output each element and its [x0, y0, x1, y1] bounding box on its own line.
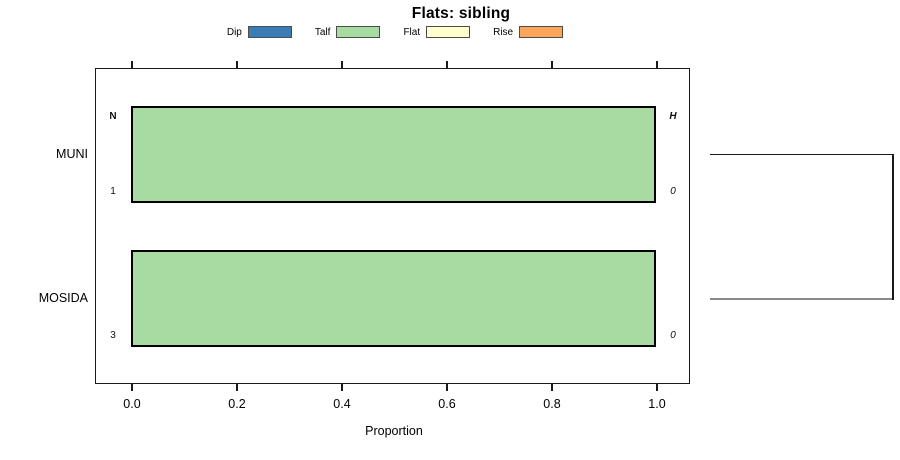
legend-label: Rise: [493, 26, 514, 38]
category-label-muni: MUNI: [56, 146, 88, 161]
legend-swatch-flat: [426, 26, 471, 38]
x-axis-title: Proportion: [365, 424, 423, 438]
x-tick-top: [446, 61, 448, 68]
legend-swatch-dip: [247, 26, 292, 38]
chart-legend: Dip Talf Flat Rise: [95, 23, 695, 41]
legend-swatch-talf: [336, 26, 381, 38]
x-tick-bottom: [236, 384, 238, 391]
x-tick-top: [656, 61, 658, 68]
category-label-mosida: MOSIDA: [38, 290, 88, 305]
annotation-header-n: N: [109, 111, 117, 122]
bar-mosida-talf: [131, 250, 656, 347]
x-tick-bottom: [341, 384, 343, 391]
x-tick-label: 0.8: [543, 397, 561, 411]
x-tick-bottom: [446, 384, 448, 391]
legend-item-rise: Rise: [493, 26, 564, 38]
legend-label: Talf: [314, 26, 331, 38]
x-tick-label: 0.6: [438, 397, 456, 411]
chart-title: Flats: sibling: [411, 5, 511, 22]
legend-swatch-rise: [519, 26, 564, 38]
x-tick-label: 0.2: [228, 397, 246, 411]
legend-item-flat: Flat: [403, 26, 471, 38]
x-tick-bottom: [656, 384, 658, 391]
x-tick-bottom: [551, 384, 553, 391]
x-tick-top: [131, 61, 133, 68]
legend-label: Flat: [403, 26, 421, 38]
legend-label: Dip: [226, 26, 242, 38]
x-tick-label: 0.0: [123, 397, 141, 411]
annotation-h-value: 0: [670, 330, 676, 341]
bar-muni-talf: [131, 106, 656, 203]
legend-item-talf: Talf: [315, 26, 381, 38]
annotation-header-h: H: [669, 111, 677, 122]
x-tick-label: 0.4: [333, 397, 351, 411]
dendrogram-branch-muni: [710, 153, 893, 156]
annotation-h-value: 0: [670, 186, 676, 197]
x-tick-top: [551, 61, 553, 68]
dendrogram-joint: [891, 153, 894, 300]
x-tick-top: [341, 61, 343, 68]
legend-item-dip: Dip: [227, 26, 292, 38]
annotation-n-value: 3: [110, 330, 116, 341]
x-tick-bottom: [131, 384, 133, 391]
x-tick-label: 1.0: [648, 397, 666, 411]
x-tick-top: [236, 61, 238, 68]
dendrogram-branch-mosida: [710, 297, 893, 300]
annotation-n-value: 1: [110, 186, 116, 197]
